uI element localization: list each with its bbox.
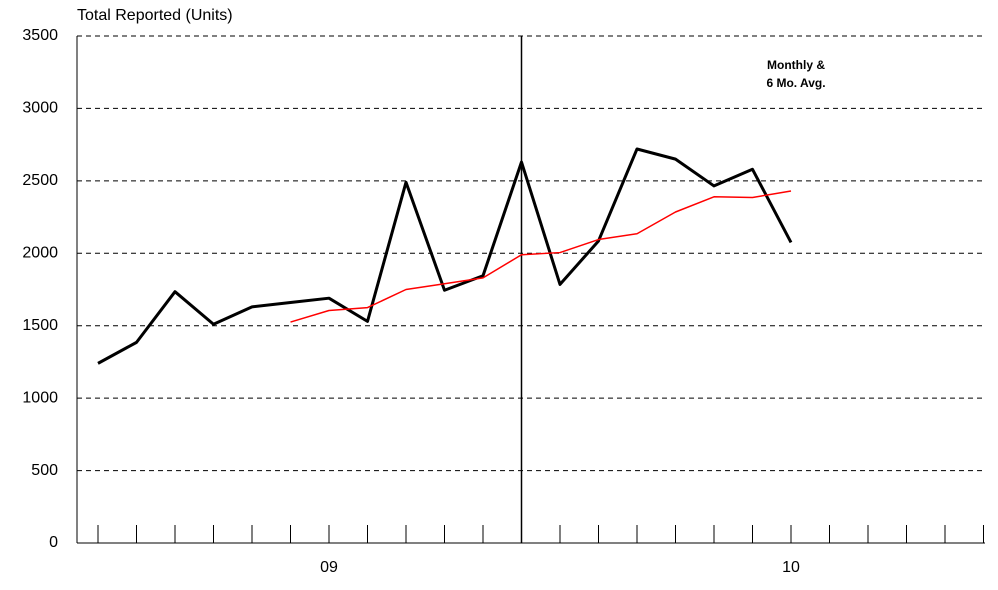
y-tick-label: 0 xyxy=(49,534,58,551)
y-tick-label: 3000 xyxy=(22,100,58,117)
x-tick-label: 09 xyxy=(320,559,338,576)
y-tick-label: 1500 xyxy=(22,317,58,334)
y-tick-label: 2000 xyxy=(22,245,58,262)
annotation: 6 Mo. Avg. xyxy=(766,76,825,90)
x-tick-label: 10 xyxy=(782,559,800,576)
y-axis-title: Total Reported (Units) xyxy=(77,7,233,24)
y-tick-label: 3500 xyxy=(22,27,58,44)
y-tick-label: 2500 xyxy=(22,172,58,189)
y-tick-label: 500 xyxy=(31,462,58,479)
annotation: Monthly & xyxy=(767,58,825,72)
y-tick-label: 1000 xyxy=(22,389,58,406)
series-line xyxy=(97,147,793,365)
series-line xyxy=(290,190,792,323)
